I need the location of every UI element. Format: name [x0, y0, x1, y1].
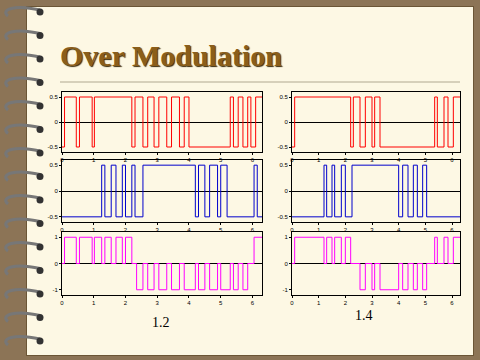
- svg-text:0: 0: [54, 261, 58, 267]
- svg-text:0: 0: [54, 119, 58, 125]
- svg-text:4: 4: [397, 300, 401, 306]
- svg-text:-0.5: -0.5: [277, 144, 288, 150]
- svg-text:1: 1: [54, 234, 58, 240]
- svg-text:3: 3: [370, 300, 374, 306]
- svg-text:5: 5: [424, 227, 428, 233]
- svg-text:Over Modulation: Over Modulation: [60, 39, 282, 72]
- svg-text:0: 0: [60, 157, 64, 163]
- svg-text:2: 2: [124, 227, 128, 233]
- svg-text:0: 0: [54, 188, 58, 194]
- svg-text:0: 0: [284, 188, 288, 194]
- svg-text:1: 1: [92, 227, 96, 233]
- svg-text:6: 6: [450, 157, 454, 163]
- svg-text:0: 0: [290, 157, 294, 163]
- svg-text:2: 2: [344, 227, 348, 233]
- svg-text:6: 6: [450, 227, 454, 233]
- svg-text:1: 1: [317, 227, 321, 233]
- svg-text:0.5: 0.5: [279, 162, 288, 168]
- svg-text:1: 1: [92, 157, 96, 163]
- svg-text:0.5: 0.5: [49, 94, 58, 100]
- svg-text:4: 4: [187, 300, 191, 306]
- svg-text:4: 4: [397, 227, 401, 233]
- svg-text:1: 1: [92, 300, 96, 306]
- svg-text:0: 0: [284, 119, 288, 125]
- svg-text:1: 1: [284, 234, 288, 240]
- svg-text:4: 4: [187, 157, 191, 163]
- svg-text:-1: -1: [282, 287, 288, 293]
- svg-text:0: 0: [60, 300, 64, 306]
- svg-text:-0.5: -0.5: [47, 214, 58, 220]
- svg-text:1: 1: [317, 157, 321, 163]
- svg-text:3: 3: [156, 300, 160, 306]
- svg-text:1.2: 1.2: [152, 315, 170, 330]
- svg-text:-1: -1: [52, 287, 58, 293]
- svg-text:3: 3: [370, 227, 374, 233]
- svg-text:5: 5: [219, 157, 223, 163]
- svg-text:2: 2: [124, 157, 128, 163]
- svg-text:3: 3: [156, 157, 160, 163]
- svg-text:5: 5: [219, 227, 223, 233]
- svg-text:-0.5: -0.5: [47, 144, 58, 150]
- svg-text:0: 0: [284, 261, 288, 267]
- svg-text:5: 5: [424, 157, 428, 163]
- svg-text:1: 1: [317, 300, 321, 306]
- svg-text:6: 6: [251, 157, 255, 163]
- svg-text:6: 6: [450, 300, 454, 306]
- svg-text:0: 0: [60, 227, 64, 233]
- svg-text:0: 0: [290, 227, 294, 233]
- svg-text:0.5: 0.5: [279, 94, 288, 100]
- svg-text:3: 3: [156, 227, 160, 233]
- svg-text:1.4: 1.4: [355, 308, 373, 323]
- svg-text:4: 4: [397, 157, 401, 163]
- svg-text:-0.5: -0.5: [277, 214, 288, 220]
- svg-text:2: 2: [344, 157, 348, 163]
- svg-text:6: 6: [251, 300, 255, 306]
- svg-text:2: 2: [124, 300, 128, 306]
- svg-text:5: 5: [424, 300, 428, 306]
- svg-text:2: 2: [344, 300, 348, 306]
- svg-text:6: 6: [251, 227, 255, 233]
- svg-text:0.5: 0.5: [49, 162, 58, 168]
- svg-text:3: 3: [370, 157, 374, 163]
- svg-text:0: 0: [290, 300, 294, 306]
- svg-text:5: 5: [219, 300, 223, 306]
- svg-text:4: 4: [187, 227, 191, 233]
